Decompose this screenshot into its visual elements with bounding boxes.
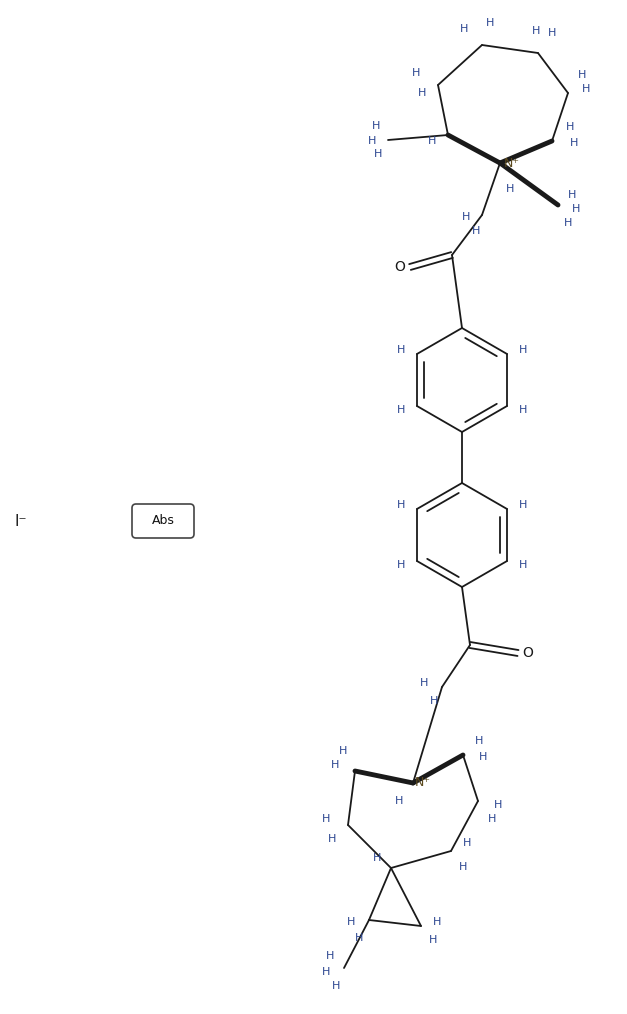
- Text: H: H: [532, 26, 540, 37]
- Text: H: H: [397, 405, 405, 415]
- Text: N⁺: N⁺: [415, 777, 431, 790]
- Text: H: H: [582, 84, 590, 94]
- Text: I⁻: I⁻: [14, 513, 26, 528]
- Text: H: H: [462, 212, 470, 222]
- Text: H: H: [519, 345, 527, 355]
- Text: H: H: [428, 136, 436, 146]
- Text: H: H: [397, 345, 405, 355]
- Text: H: H: [519, 560, 527, 570]
- Text: H: H: [326, 951, 334, 961]
- Text: H: H: [460, 24, 468, 34]
- Text: H: H: [355, 933, 363, 943]
- Text: H: H: [494, 800, 502, 810]
- Text: H: H: [397, 560, 405, 570]
- Text: H: H: [395, 796, 403, 806]
- Text: H: H: [430, 696, 438, 706]
- Text: H: H: [322, 967, 330, 977]
- FancyBboxPatch shape: [132, 504, 194, 538]
- Text: H: H: [429, 935, 437, 945]
- Text: H: H: [506, 184, 514, 194]
- Text: H: H: [486, 18, 494, 28]
- Text: H: H: [328, 834, 336, 844]
- Text: H: H: [418, 88, 426, 98]
- Text: H: H: [578, 70, 586, 80]
- Text: H: H: [570, 138, 578, 148]
- Text: H: H: [472, 226, 480, 236]
- Text: H: H: [548, 28, 556, 38]
- Text: H: H: [568, 190, 576, 200]
- Text: O: O: [394, 260, 406, 274]
- Text: H: H: [433, 917, 441, 927]
- Text: H: H: [372, 121, 380, 131]
- Text: H: H: [347, 917, 355, 927]
- Text: H: H: [463, 838, 471, 848]
- Text: H: H: [420, 678, 428, 689]
- Text: H: H: [331, 760, 339, 770]
- Text: H: H: [572, 204, 580, 214]
- Text: H: H: [479, 752, 487, 762]
- Text: H: H: [368, 136, 376, 146]
- Text: H: H: [412, 68, 420, 78]
- Text: H: H: [519, 500, 527, 510]
- Text: H: H: [322, 814, 330, 824]
- Text: H: H: [339, 746, 347, 756]
- Text: H: H: [566, 122, 574, 132]
- Text: H: H: [519, 405, 527, 415]
- Text: H: H: [332, 981, 340, 991]
- Text: Abs: Abs: [152, 514, 174, 527]
- Text: H: H: [374, 149, 382, 159]
- Text: H: H: [459, 862, 467, 872]
- Text: H: H: [373, 853, 381, 863]
- Text: H: H: [475, 736, 483, 746]
- Text: H: H: [397, 500, 405, 510]
- Text: N⁺: N⁺: [504, 156, 520, 169]
- Text: O: O: [522, 646, 534, 660]
- Text: H: H: [488, 814, 496, 824]
- Text: H: H: [564, 218, 572, 228]
